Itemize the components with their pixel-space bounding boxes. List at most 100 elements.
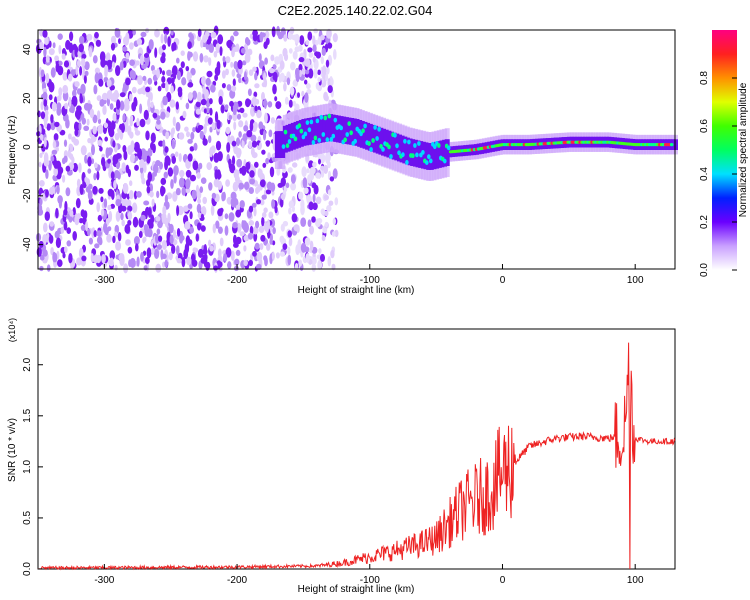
noise-cell: [216, 119, 221, 130]
noise-cell: [238, 131, 242, 138]
noise-cell: [203, 55, 209, 63]
noise-cell: [96, 95, 102, 102]
ridge-band: [309, 117, 315, 145]
noise-cell: [176, 258, 182, 264]
noise-cell: [307, 31, 313, 41]
x-tick-label: 0: [500, 275, 506, 286]
noise-cell: [83, 74, 87, 84]
noise-cell: [217, 34, 224, 45]
noise-cell: [318, 158, 321, 165]
noise-cell: [238, 182, 245, 190]
noise-cell: [156, 228, 161, 235]
noise-cell: [161, 76, 166, 83]
noise-cell: [266, 243, 271, 251]
noise-cell: [259, 179, 266, 188]
noise-cell: [108, 210, 113, 222]
noise-cell: [78, 162, 82, 173]
noise-cell: [170, 29, 174, 36]
noise-cell: [56, 106, 62, 116]
noise-cell: [76, 257, 82, 266]
noise-cell: [164, 155, 171, 166]
noise-cell: [106, 233, 112, 243]
noise-cell: [40, 69, 45, 77]
noise-cell: [114, 264, 118, 271]
noise-cell: [222, 56, 226, 63]
noise-cell: [217, 208, 223, 217]
noise-cell: [94, 67, 100, 74]
noise-cell: [321, 235, 326, 242]
noise-cell: [225, 247, 232, 258]
noise-cell: [37, 208, 44, 216]
noise-cell: [221, 70, 226, 79]
noise-cell: [62, 90, 69, 102]
noise-cell: [210, 84, 216, 93]
noise-cell: [285, 182, 290, 189]
noise-cell: [84, 176, 88, 183]
noise-cell: [50, 155, 55, 162]
noise-cell: [129, 116, 133, 127]
noise-cell: [80, 83, 86, 95]
noise-cell: [122, 182, 129, 194]
noise-cell: [175, 187, 181, 196]
noise-cell: [269, 68, 275, 74]
noise-cell: [227, 134, 231, 145]
noise-cell: [242, 60, 247, 66]
noise-cell: [233, 121, 237, 131]
noise-cell: [330, 77, 334, 86]
noise-cell: [181, 77, 187, 86]
noise-cell: [110, 94, 114, 102]
noise-cell: [203, 244, 207, 255]
noise-cell: [79, 95, 84, 104]
snr-line: [37, 342, 676, 571]
noise-cell: [192, 127, 196, 133]
noise-cell: [320, 170, 325, 178]
noise-cell: [146, 228, 153, 238]
y-tick-label: -40: [22, 237, 33, 252]
noise-cell: [123, 150, 128, 161]
noise-cell: [182, 110, 187, 119]
noise-cell: [65, 118, 70, 129]
noise-cell: [287, 254, 292, 266]
noise-cell: [139, 118, 146, 128]
noise-cell: [259, 199, 265, 206]
noise-cell: [277, 182, 284, 188]
noise-cell: [262, 162, 267, 168]
noise-cell: [110, 171, 115, 180]
noise-cell: [292, 50, 298, 60]
noise-cell: [85, 221, 89, 232]
noise-cell: [129, 257, 136, 269]
noise-cell: [230, 61, 234, 68]
noise-cell: [254, 72, 258, 81]
noise-cell: [88, 237, 93, 245]
noise-cell: [279, 72, 285, 82]
noise-cell: [107, 158, 111, 164]
ridge-core: [393, 132, 397, 138]
noise-cell: [240, 47, 246, 54]
ridge-band: [328, 114, 333, 141]
noise-cell: [125, 32, 130, 43]
ridge-core: [303, 131, 308, 137]
ridge-core: [373, 125, 377, 130]
noise-cell: [119, 123, 124, 130]
ridge-core: [427, 154, 431, 160]
noise-cell: [88, 47, 93, 58]
snr-y-ticks: 0.0 0.5 1.0 1.5 2.0: [22, 357, 43, 576]
noise-cell: [249, 225, 254, 235]
noise-cell: [226, 142, 231, 153]
noise-cell: [232, 181, 239, 192]
noise-cell: [129, 69, 135, 79]
noise-cell: [52, 251, 57, 263]
noise-cell: [130, 140, 135, 151]
noise-cell: [267, 218, 270, 229]
y-tick-label: 2.0: [22, 357, 33, 371]
noise-cell: [219, 261, 223, 268]
noise-cell: [179, 169, 185, 178]
noise-cell: [191, 189, 197, 200]
snr-frame: [37, 328, 676, 570]
noise-cell: [81, 58, 86, 67]
ridge-core: [389, 154, 393, 159]
noise-cell: [290, 182, 297, 191]
noise-cell: [283, 34, 288, 42]
noise-cell: [112, 61, 115, 68]
noise-cell: [288, 99, 293, 108]
